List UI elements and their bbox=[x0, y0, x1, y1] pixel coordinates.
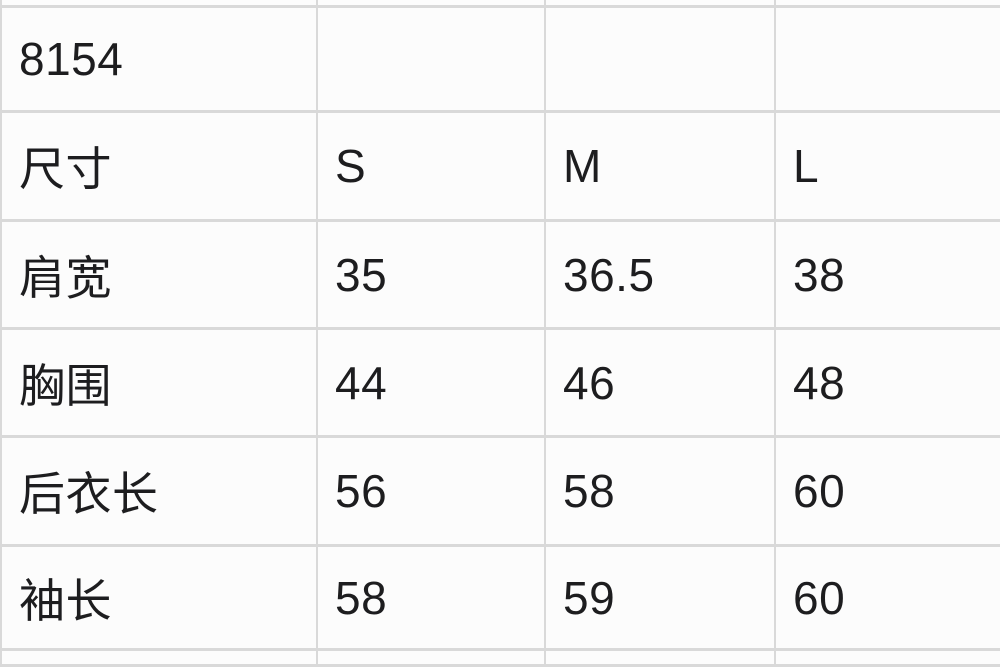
cell bbox=[2, 651, 318, 667]
value-cell: 58 bbox=[318, 547, 546, 651]
model-number-cell: 8154 bbox=[2, 8, 318, 113]
cell bbox=[318, 651, 546, 667]
cell bbox=[318, 0, 546, 8]
row-label-cell: 袖长 bbox=[2, 547, 318, 651]
row-label-cell: 胸围 bbox=[2, 330, 318, 438]
size-s-header-cell: S bbox=[318, 113, 546, 222]
value-cell: 48 bbox=[776, 330, 1000, 438]
size-header-label-cell: 尺寸 bbox=[2, 113, 318, 222]
value-cell: 59 bbox=[546, 547, 776, 651]
row-label-cell: 肩宽 bbox=[2, 222, 318, 330]
cell bbox=[2, 0, 318, 8]
size-l-header-cell: L bbox=[776, 113, 1000, 222]
row-label-cell: 后衣长 bbox=[2, 438, 318, 547]
value-cell: 60 bbox=[776, 547, 1000, 651]
cell bbox=[546, 0, 776, 8]
value-cell: 58 bbox=[546, 438, 776, 547]
cell bbox=[776, 8, 1000, 113]
cell bbox=[318, 8, 546, 113]
cell bbox=[546, 8, 776, 113]
cell bbox=[546, 651, 776, 667]
value-cell: 56 bbox=[318, 438, 546, 547]
value-cell: 46 bbox=[546, 330, 776, 438]
value-cell: 38 bbox=[776, 222, 1000, 330]
cell bbox=[776, 651, 1000, 667]
size-m-header-cell: M bbox=[546, 113, 776, 222]
value-cell: 36.5 bbox=[546, 222, 776, 330]
value-cell: 35 bbox=[318, 222, 546, 330]
cell bbox=[776, 0, 1000, 8]
value-cell: 60 bbox=[776, 438, 1000, 547]
value-cell: 44 bbox=[318, 330, 546, 438]
